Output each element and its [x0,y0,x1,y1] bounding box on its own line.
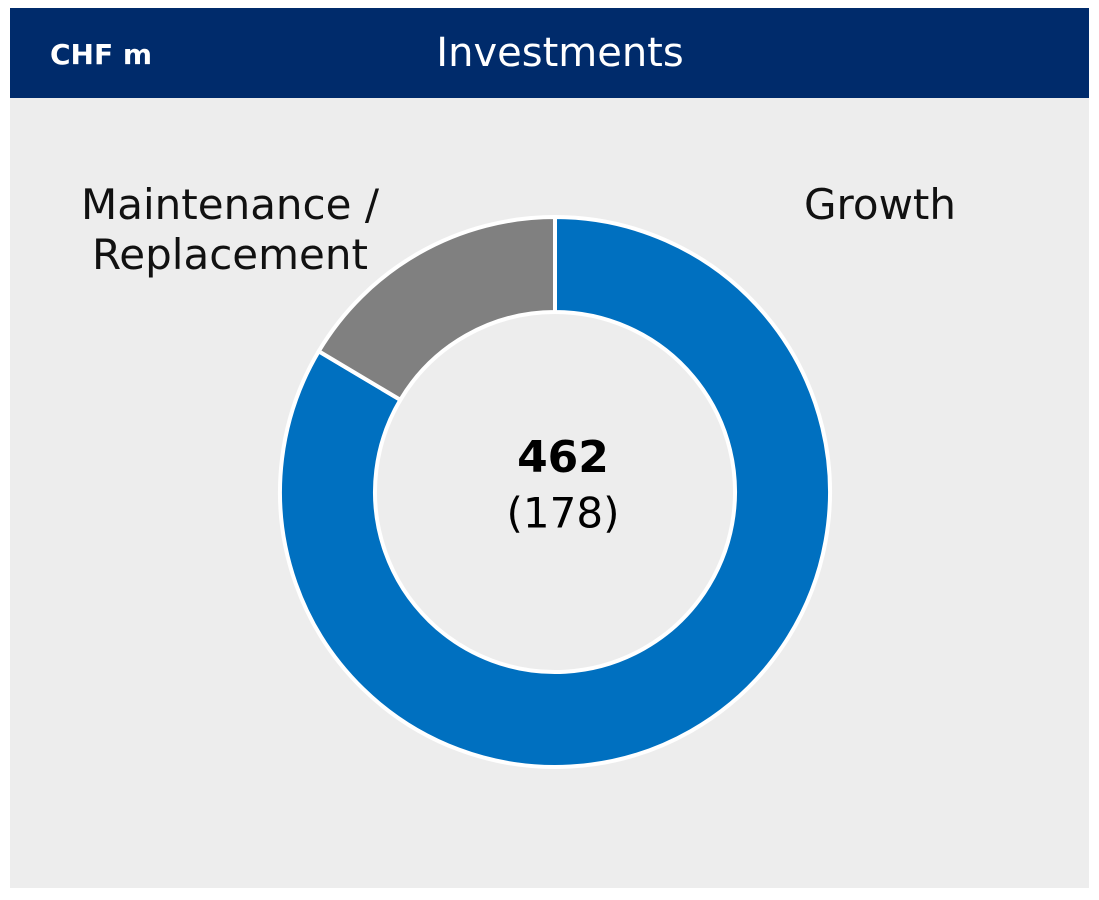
category-label: Growth [803,180,957,229]
category-label: Maintenance / Replacement [81,180,379,279]
center-value: 462 [517,432,609,483]
chart-title: Investments [436,30,683,76]
center-prior: (178) [507,489,620,538]
donut-slice [278,214,832,769]
unit-label: CHF m [50,38,152,71]
header [10,8,1089,98]
donut-slice [315,214,557,403]
